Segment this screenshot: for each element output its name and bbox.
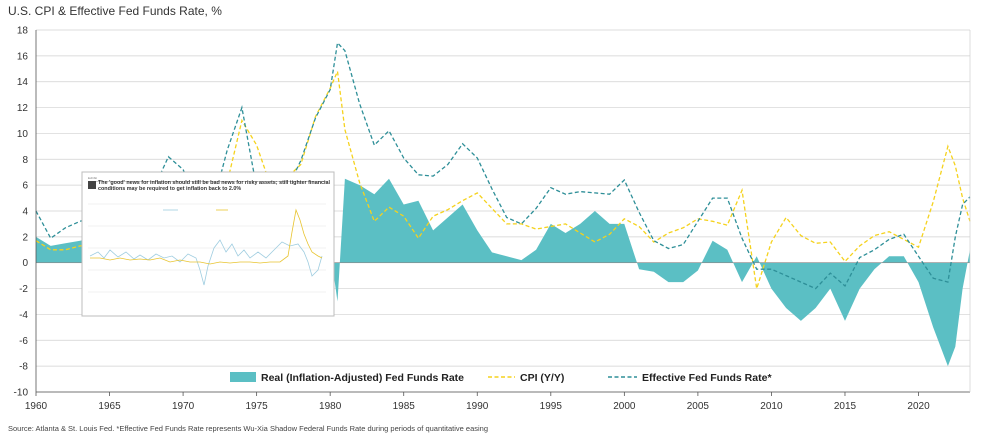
legend-label-real-rate: Real (Inflation-Adjusted) Fed Funds Rate <box>261 372 464 384</box>
x-tick-label: 1965 <box>98 401 121 412</box>
chart-title: U.S. CPI & Effective Fed Funds Rate, % <box>8 4 222 18</box>
x-tick-label: 2005 <box>687 401 710 412</box>
legend: Real (Inflation-Adjusted) Fed Funds Rate… <box>230 372 772 384</box>
y-tick-label: 14 <box>17 77 29 88</box>
real-rate-area-series <box>36 178 970 367</box>
y-tick-label: 10 <box>17 129 29 140</box>
x-tick-label: 1975 <box>246 401 269 412</box>
legend-label-cpi: CPI (Y/Y) <box>520 372 564 384</box>
y-tick-label: -8 <box>19 362 28 373</box>
y-tick-label: 18 <box>17 26 29 37</box>
y-tick-label: -2 <box>19 284 28 295</box>
x-tick-label: 1970 <box>172 401 195 412</box>
cpi-line <box>35 68 971 289</box>
y-tick-label: 8 <box>22 155 28 166</box>
svg-text:Exhibit: Exhibit <box>88 176 97 180</box>
y-tick-label: 12 <box>17 103 29 114</box>
inset-chart-thumbnail: Exhibit The 'good' news for inflation sh… <box>81 171 335 317</box>
x-tick-label: 2000 <box>613 401 636 412</box>
x-tick-label: 1985 <box>393 401 416 412</box>
x-tick-label: 1995 <box>540 401 563 412</box>
legend-label-fed-funds: Effective Fed Funds Rate* <box>642 372 772 384</box>
y-axis-ticks: 18 16 14 12 10 8 6 4 2 0 -2 -4 -6 -8 -10 <box>14 26 29 399</box>
axes <box>35 30 971 393</box>
real-rate-area <box>36 178 970 367</box>
inset-plot <box>88 203 326 294</box>
y-tick-label: 16 <box>17 51 29 62</box>
x-tick-label: 2015 <box>834 401 857 412</box>
y-tick-label: 6 <box>22 181 28 192</box>
inset-headline: The 'good' news for inflation should sti… <box>98 180 330 193</box>
x-tick-label: 2020 <box>907 401 930 412</box>
y-tick-label: -10 <box>14 388 29 399</box>
x-tick-label: 2010 <box>760 401 783 412</box>
y-tick-label: 0 <box>22 258 28 269</box>
chart-source-note: Source: Atlanta & St. Louis Fed. *Effect… <box>8 424 488 433</box>
legend-swatch-real-rate <box>230 372 256 382</box>
y-tick-label: 4 <box>22 207 28 218</box>
x-tick-label: 1960 <box>25 401 48 412</box>
x-axis-ticks: 1960 1965 1970 1975 1980 1985 1990 1995 2000 2005… <box>25 392 930 412</box>
x-tick-label: 1980 <box>319 401 342 412</box>
x-tick-label: 1990 <box>466 401 489 412</box>
y-tick-label: -6 <box>19 336 28 347</box>
y-tick-label: 2 <box>22 232 28 243</box>
y-tick-label: -4 <box>19 310 28 321</box>
